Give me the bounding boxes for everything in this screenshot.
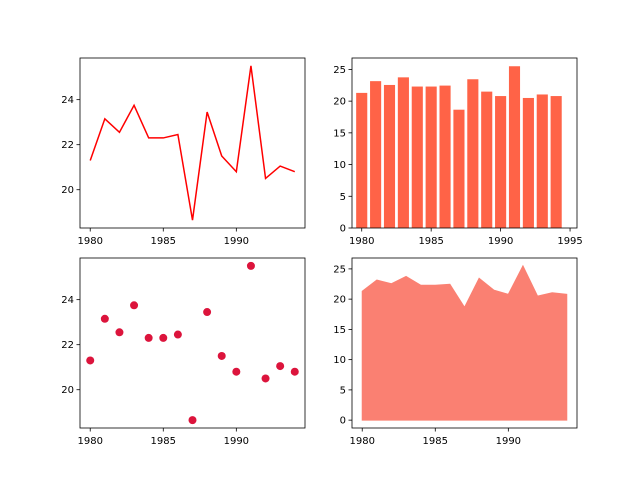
bar-y-tick-label-10: 10 (333, 160, 346, 171)
bar-bar-1991 (508, 66, 521, 228)
scatter-chart-panel: 1980 1985 1990 20 22 24 (61, 257, 306, 447)
bar-bar-1984 (411, 86, 423, 229)
bar-y-tick-label-15: 15 (333, 128, 346, 139)
area-x-tick-label-1980: 1980 (350, 436, 375, 447)
area-y-tick-label-10: 10 (333, 355, 346, 366)
scatter-point-1987 (188, 416, 197, 425)
bar-x-tick-label-1985: 1985 (418, 236, 443, 247)
bar-axes-frame (351, 57, 578, 229)
line-x-tick-label-1990: 1990 (224, 236, 249, 247)
scatter-point-1982 (115, 328, 124, 337)
bar-x-tick-label-1995: 1995 (557, 236, 582, 247)
bar-bar-1986 (439, 85, 451, 228)
area-x-tick-label-1990: 1990 (496, 436, 521, 447)
scatter-point-1989 (217, 351, 226, 360)
bar-x-tick-label-1980: 1980 (349, 236, 374, 247)
area-chart-panel: 1980 1985 1990 0 5 10 15 20 25 (333, 257, 578, 447)
bar-y-tick-label-20: 20 (333, 97, 346, 108)
scatter-y-tick-label-22: 22 (61, 340, 74, 351)
bar-bar-1993 (536, 94, 548, 228)
area-axes-frame (351, 257, 578, 429)
line-chart-panel: 1980 1985 1990 20 22 24 (61, 57, 306, 247)
bar-x-tick-label-1990: 1990 (488, 236, 513, 247)
line-x-tick-label-1985: 1985 (151, 236, 176, 247)
line-y-tick-label-22: 22 (61, 140, 74, 151)
bar-bar-1983 (397, 77, 409, 228)
scatter-point-1988 (203, 308, 212, 317)
bar-bar-1981 (370, 81, 382, 228)
line-y-tick-label-20: 20 (61, 185, 74, 196)
scatter-x-tick-label-1985: 1985 (151, 436, 176, 447)
bar-bar-1980 (356, 92, 368, 228)
area-y-tick-label-0: 0 (340, 416, 346, 427)
bar-y-tick-label-0: 0 (340, 224, 346, 235)
scatter-x-tick-label-1980: 1980 (78, 436, 103, 447)
bar-bar-1987 (453, 109, 465, 228)
scatter-point-1983 (130, 301, 139, 310)
area-area-fill (361, 264, 568, 421)
area-y-tick-label-5: 5 (340, 385, 346, 396)
scatter-point-1991 (246, 261, 255, 270)
scatter-point-1990 (232, 367, 241, 376)
scatter-x-tick-label-1990: 1990 (224, 436, 249, 447)
scatter-point-1981 (100, 314, 109, 323)
area-y-tick-label-20: 20 (333, 295, 346, 306)
scatter-point-1986 (173, 330, 182, 339)
scatter-axes-frame (79, 257, 306, 429)
bar-y-tick-label-25: 25 (333, 65, 346, 76)
bar-bar-1994 (550, 96, 562, 229)
line-axes-frame (79, 57, 306, 229)
bar-chart-panel: 1980 1985 1990 1995 0 5 10 15 20 25 (333, 57, 583, 247)
area-x-tick-label-1985: 1985 (423, 436, 448, 447)
bar-y-tick-label-5: 5 (340, 192, 346, 203)
area-y-tick-label-25: 25 (333, 264, 346, 275)
bar-bar-1989 (481, 91, 493, 228)
line-x-tick-label-1980: 1980 (78, 236, 103, 247)
line-y-tick-label-24: 24 (61, 95, 74, 106)
bar-bar-1988 (467, 79, 479, 228)
bar-bar-1985 (425, 86, 437, 229)
scatter-point-1994 (290, 367, 299, 376)
bar-bar-1982 (383, 84, 396, 228)
scatter-point-1992 (261, 374, 270, 383)
scatter-point-1985 (159, 333, 168, 342)
bar-bar-1992 (522, 97, 534, 229)
scatter-point-1984 (144, 333, 153, 342)
scatter-y-tick-label-24: 24 (61, 295, 74, 306)
scatter-y-tick-label-20: 20 (61, 385, 74, 396)
line-series-line (89, 65, 296, 221)
area-y-tick-label-15: 15 (333, 325, 346, 336)
scatter-point-1980 (86, 356, 95, 365)
scatter-point-1993 (276, 362, 285, 371)
bar-bar-1990 (495, 96, 507, 229)
